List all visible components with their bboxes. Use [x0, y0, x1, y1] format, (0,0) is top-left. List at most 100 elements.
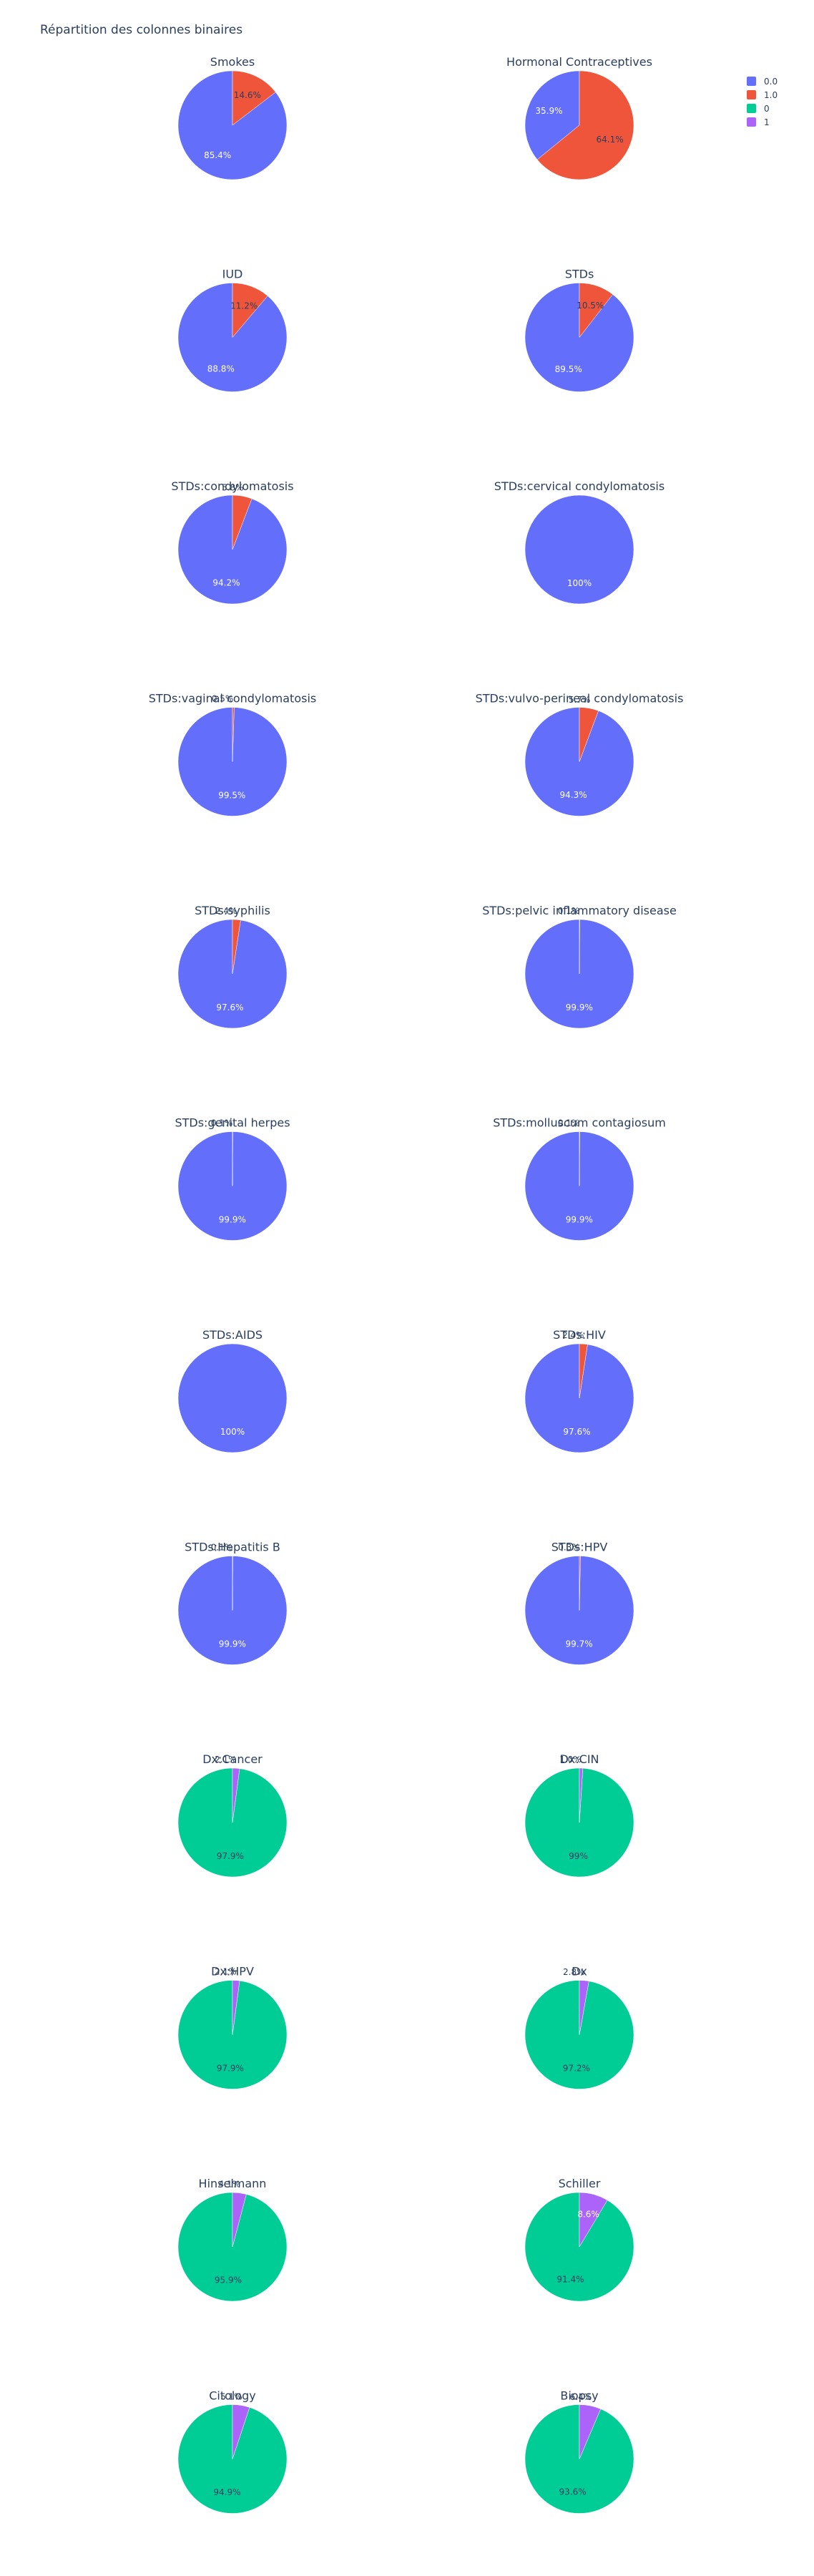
pie-slice[interactable]: [579, 1980, 589, 2035]
pie-slice[interactable]: [579, 2404, 602, 2459]
pie-chart: STDs:HPV 99.7% 0.3%: [525, 1541, 634, 1665]
pie-slice[interactable]: [177, 1343, 288, 1453]
pie-slice[interactable]: [536, 70, 634, 180]
pie-slice-label: 94.3%: [560, 790, 587, 800]
pie-slice[interactable]: [232, 2404, 250, 2459]
pie-slice-label: 97.9%: [217, 1851, 244, 1861]
pie-chart: STDs:vulvo-perineal condylomatosis 94.3% 5…: [476, 692, 683, 816]
pie-chart: STDs:pelvic inflammatory disease 99.9% 0.1…: [482, 904, 677, 1029]
pie-slice[interactable]: [579, 283, 613, 338]
pie-title: Dx:CIN: [559, 1752, 599, 1766]
pie-slice[interactable]: [232, 70, 276, 126]
pie-slice[interactable]: [232, 1767, 240, 1823]
pie-title: Citology: [209, 2389, 256, 2403]
pie-slice-label: 89.5%: [555, 364, 582, 374]
pie-chart: STDs:Hepatitis B 99.9% 0.1%: [178, 1541, 288, 1665]
pie-title: STDs:HIV: [553, 1328, 606, 1342]
pie-chart: STDs:vaginal condylomatosis 99.5% 0.5%: [149, 692, 316, 816]
pie-slice-label: 97.2%: [563, 2063, 590, 2073]
pie-slice-label: 4.1%: [219, 2180, 241, 2190]
pie-slice[interactable]: [177, 70, 288, 180]
pie-slice-label: 99.9%: [566, 1002, 593, 1013]
pie-slice-label: 2.1%: [215, 1755, 237, 1765]
pie-slice-label: 6.4%: [570, 2392, 592, 2402]
pie-chart: Hormonal Contraceptives 35.9% 64.1%: [506, 55, 652, 180]
pie-slice[interactable]: [232, 2192, 247, 2248]
legend-item-2[interactable]: 0: [747, 102, 778, 115]
pie-slice[interactable]: [524, 70, 580, 160]
chart-title: Répartition des colonnes binaires: [40, 23, 243, 37]
pie-slice[interactable]: [579, 1343, 588, 1399]
pie-title: Dx: [572, 1965, 587, 1979]
pie-slice-label: 0.1%: [558, 906, 580, 916]
pie-chart: Dx 97.2% 2.8%: [524, 1965, 634, 2089]
pie-title: STDs:vaginal condylomatosis: [149, 692, 316, 706]
pie-slice[interactable]: [232, 707, 235, 762]
legend-swatch: [747, 104, 756, 113]
pie-slice[interactable]: [232, 1980, 240, 2035]
pie-title: STDs:HPV: [551, 1541, 608, 1554]
legend-item-3[interactable]: 1: [747, 115, 778, 129]
pie-chart: STDs:syphilis 97.6% 2.4%: [177, 904, 288, 1029]
pie-slice-label: 0.5%: [212, 694, 234, 704]
pie-slice[interactable]: [524, 2192, 634, 2302]
pie-slice-label: 94.2%: [212, 577, 240, 587]
pie-slice-label: 2.4%: [562, 1330, 584, 1340]
pie-chart: Dx:Cancer 97.9% 2.1%: [177, 1752, 288, 1878]
pie-chart: Dx:HPV 97.9% 2.1%: [177, 1965, 288, 2089]
pie-slice[interactable]: [232, 283, 268, 338]
pie-chart: STDs:genital herpes 99.9% 0.1%: [175, 1116, 290, 1241]
pie-slice[interactable]: [579, 2192, 608, 2248]
pie-slice-label: 2.8%: [563, 1967, 585, 1977]
pie-chart: Dx:CIN 99% 1.0%: [524, 1752, 634, 1878]
pie-slice-label: 14.6%: [234, 90, 261, 100]
pie-title: Smokes: [210, 55, 255, 69]
pie-slice-label: 99.7%: [565, 1639, 592, 1649]
pie-title: IUD: [222, 268, 243, 281]
pie-slice-label: 2.4%: [215, 906, 237, 916]
legend-swatch: [747, 77, 756, 86]
pie-slice-label: 0.1%: [558, 1118, 580, 1128]
legend-label: 0: [764, 103, 770, 114]
pie-slice-label: 97.9%: [217, 2064, 244, 2074]
pie-title: Hormonal Contraceptives: [506, 55, 652, 69]
pie-chart: STDs:AIDS 100%: [177, 1328, 288, 1453]
pie-title: Biopsy: [560, 2389, 598, 2403]
pie-slice-label: 97.6%: [563, 1427, 590, 1437]
pie-title: STDs:cervical condylomatosis: [494, 479, 665, 493]
pie-title: Dx:HPV: [211, 1965, 254, 1979]
pie-slice-label: 91.4%: [556, 2274, 584, 2284]
pie-title: Schiller: [559, 2177, 601, 2190]
pie-title: STDs:pelvic inflammatory disease: [482, 904, 677, 917]
pie-slice-label: 99.5%: [218, 791, 245, 801]
pie-slice[interactable]: [524, 494, 634, 605]
legend[interactable]: 0.0 1.0 0 1: [747, 74, 778, 129]
pie-slice[interactable]: [579, 1556, 581, 1611]
legend-item-0[interactable]: 0.0: [747, 74, 778, 88]
pie-chart: Schiller 91.4% 8.6%: [524, 2177, 634, 2302]
pie-slice-label: 1.0%: [559, 1755, 582, 1765]
pie-slice-label: 8.6%: [577, 2210, 599, 2220]
pie-slice-label: 99%: [569, 1851, 588, 1861]
pie-slice[interactable]: [579, 1767, 584, 1823]
pie-chart: STDs:cervical condylomatosis 100%: [494, 479, 665, 605]
pie-slice[interactable]: [232, 494, 252, 550]
pie-slice-label: 0.3%: [558, 1543, 580, 1553]
pie-slice-label: 95.9%: [215, 2275, 242, 2285]
pie-slice-label: 0.1%: [211, 1118, 233, 1128]
pie-slice-label: 100%: [220, 1427, 245, 1437]
pie-title: Hinselmann: [199, 2177, 267, 2190]
pie-chart: STDs:condylomatosis 94.2% 5.8%: [171, 479, 294, 605]
legend-item-1[interactable]: 1.0: [747, 88, 778, 102]
pie-slice-label: 2.1%: [215, 1967, 237, 1977]
legend-swatch: [747, 117, 756, 127]
pie-slice-label: 11.2%: [230, 301, 258, 311]
pie-slice-label: 99.9%: [219, 1639, 246, 1649]
pie-chart: STDs 89.5% 10.5%: [524, 268, 634, 392]
pie-slice-label: 0.1%: [211, 1543, 233, 1553]
pie-slice[interactable]: [579, 707, 599, 762]
pie-slice[interactable]: [232, 919, 241, 975]
pie-title: STDs:condylomatosis: [171, 479, 293, 493]
pie-chart: Hinselmann 95.9% 4.1%: [177, 2177, 288, 2302]
